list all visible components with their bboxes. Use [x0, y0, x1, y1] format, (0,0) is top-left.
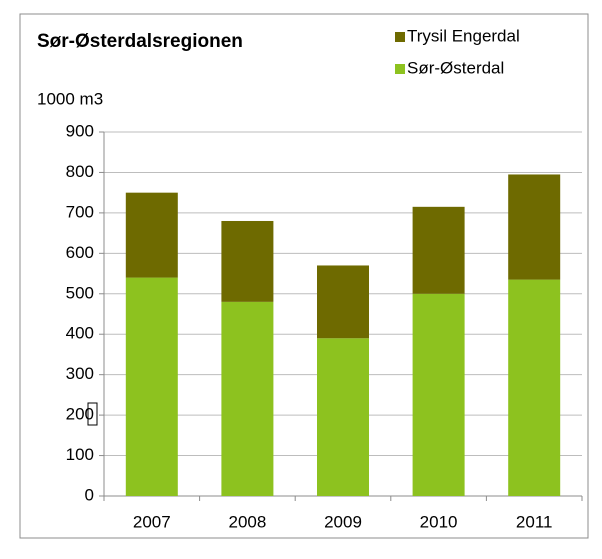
y-tick-label: 900: [66, 121, 94, 140]
bar-segment: [221, 220, 274, 302]
bar-segment: [221, 301, 274, 496]
legend-swatch: [395, 32, 405, 42]
bar-segment: [412, 293, 465, 496]
legend-swatch: [395, 64, 405, 74]
bar-segment: [508, 174, 561, 280]
y-tick-label: 500: [66, 283, 94, 302]
chart-frame: [19, 13, 589, 539]
x-tick-label: 2008: [228, 512, 266, 531]
bar-segment: [125, 192, 178, 278]
y-tick-label: 400: [66, 324, 94, 343]
y-tick-label: 300: [66, 364, 94, 383]
y-tick-label: 0: [85, 485, 94, 504]
y-tick-label: 600: [66, 243, 94, 262]
y-tick-label: 100: [66, 445, 94, 464]
x-tick-label: 2007: [133, 512, 171, 531]
x-tick-label: 2011: [516, 512, 553, 531]
bar-segment: [412, 206, 465, 294]
chart-title: Sør-Østerdalsregionen: [37, 31, 243, 52]
bar-segment: [317, 338, 369, 496]
y-tick-label: 800: [66, 162, 94, 181]
frame-artifact: [87, 402, 98, 426]
legend-label: Trysil Engerdal: [407, 26, 520, 45]
bar-segment: [317, 265, 369, 339]
x-tick-label: 2009: [324, 512, 362, 531]
y-axis-label: 1000 m3: [37, 89, 103, 108]
legend-label: Sør-Østerdal: [407, 58, 504, 77]
bar-segment: [125, 277, 178, 496]
x-tick-label: 2010: [420, 512, 458, 531]
y-tick-label: 700: [66, 202, 94, 221]
y-tick-label: 200: [66, 405, 94, 424]
bar-segment: [508, 279, 561, 496]
